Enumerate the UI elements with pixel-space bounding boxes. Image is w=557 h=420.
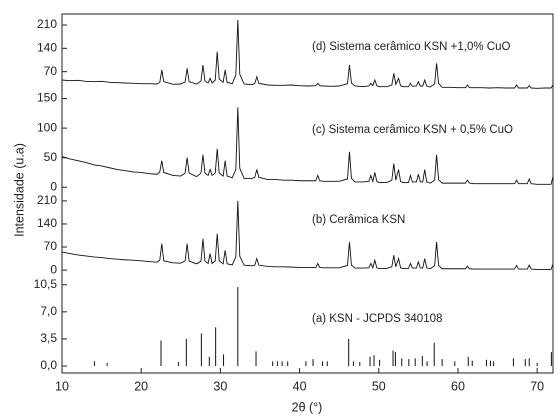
y-tick-label: 140 bbox=[37, 41, 57, 55]
y-tick-label: 210 bbox=[37, 193, 57, 207]
y-tick-label: 3,5 bbox=[40, 331, 57, 345]
pattern-line bbox=[61, 200, 554, 270]
y-tick-label: 10,5 bbox=[34, 277, 58, 291]
y-tick-label: 7,0 bbox=[40, 304, 57, 318]
y-tick-label: 70 bbox=[44, 239, 58, 253]
x-tick-label: 60 bbox=[451, 379, 465, 393]
y-tick-label: 0,0 bbox=[40, 358, 57, 372]
panel-label: (d) Sistema cerâmico KSN +1,0% CuO bbox=[312, 41, 510, 53]
pattern-line bbox=[61, 19, 554, 89]
plot-frame bbox=[61, 13, 554, 374]
y-axis-label: Intensidade (u.a) bbox=[12, 143, 26, 237]
y-tick-label: 0 bbox=[50, 262, 57, 276]
panel-label: (b) Cerâmica KSN bbox=[312, 214, 405, 226]
x-tick-label: 10 bbox=[55, 379, 69, 393]
x-tick-label: 20 bbox=[134, 379, 148, 393]
y-tick-label: 50 bbox=[44, 150, 58, 164]
y-tick-label: 140 bbox=[37, 216, 57, 230]
panel-label: (a) KSN - JCPDS 340108 bbox=[312, 313, 442, 325]
x-tick-label: 70 bbox=[530, 379, 544, 393]
panel-label: (c) Sistema cerâmico KSN + 0,5% CuO bbox=[312, 124, 513, 136]
x-axis-label: 2θ (°) bbox=[292, 400, 323, 414]
y-tick-label: 70 bbox=[44, 64, 58, 78]
y-tick-label: 210 bbox=[37, 17, 57, 31]
y-tick-label: 150 bbox=[37, 91, 57, 105]
x-tick-label: 40 bbox=[293, 379, 307, 393]
x-tick-label: 50 bbox=[372, 379, 386, 393]
x-tick-label: 30 bbox=[213, 379, 227, 393]
pattern-line bbox=[61, 107, 554, 185]
y-tick-label: 100 bbox=[37, 120, 57, 134]
y-tick-label: 0 bbox=[50, 179, 57, 193]
